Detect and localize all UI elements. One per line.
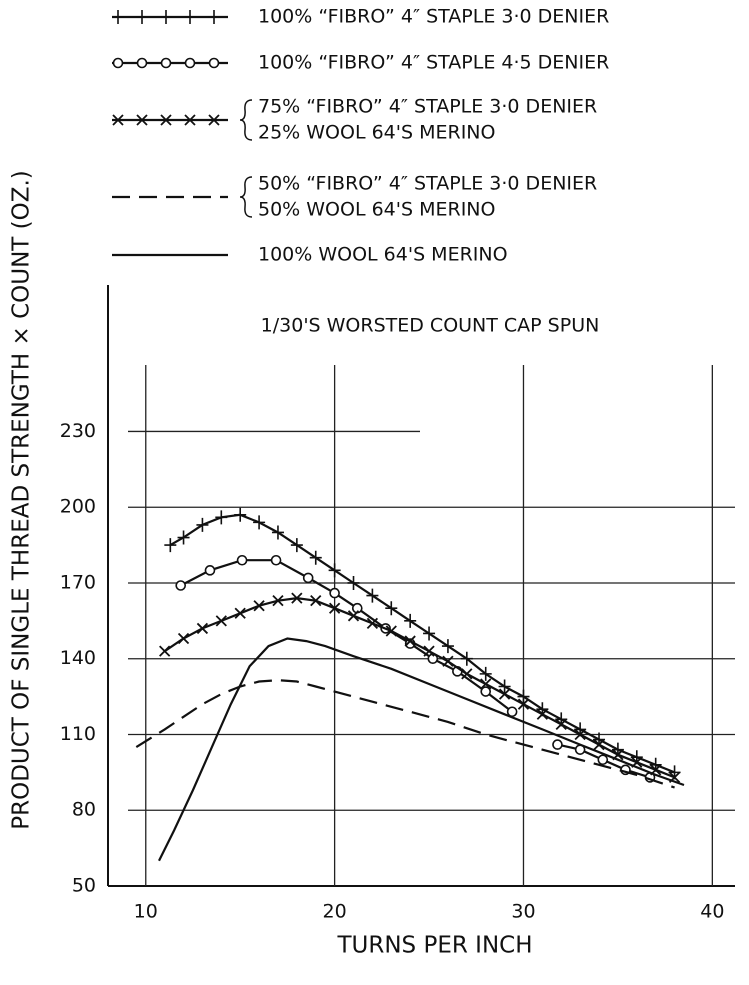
legend-marker xyxy=(208,10,220,24)
marker xyxy=(552,739,563,750)
legend-label: 50% WOOL 64'S MERINO xyxy=(258,199,495,221)
legend-label: 100% WOOL 64'S MERINO xyxy=(258,244,508,266)
legend-marker xyxy=(184,57,196,69)
legend-label: 100% “FIBRO” 4″ STAPLE 3·0 DENIER xyxy=(258,6,609,28)
legend-label: 100% “FIBRO” 4″ STAPLE 4·5 DENIER xyxy=(258,52,609,74)
marker xyxy=(196,517,209,532)
marker xyxy=(517,689,530,704)
y-tick-label: 80 xyxy=(72,799,96,821)
legend-brace xyxy=(239,176,253,218)
marker xyxy=(302,572,314,584)
marker xyxy=(234,507,247,522)
marker xyxy=(574,728,586,741)
legend-marker xyxy=(184,10,196,24)
y-tick-label: 170 xyxy=(60,571,96,593)
series-line xyxy=(135,679,675,789)
marker xyxy=(291,592,303,604)
legend-marker xyxy=(136,10,148,24)
legend-marker xyxy=(112,10,124,24)
marker xyxy=(328,602,341,614)
legend-marker xyxy=(208,57,220,69)
marker xyxy=(536,708,549,720)
marker xyxy=(442,655,454,667)
x-tick-label: 20 xyxy=(323,901,347,923)
marker xyxy=(253,515,266,530)
marker xyxy=(593,738,605,751)
marker xyxy=(175,580,187,591)
marker xyxy=(460,651,473,666)
marker xyxy=(329,587,340,599)
marker xyxy=(597,754,609,766)
marker xyxy=(177,530,190,545)
marker xyxy=(253,600,265,612)
marker xyxy=(498,679,511,694)
legend-brace xyxy=(239,99,253,141)
legend-label: 25% WOOL 64'S MERINO xyxy=(258,122,495,144)
legend-marker xyxy=(184,114,196,126)
marker xyxy=(215,615,227,627)
marker xyxy=(498,688,511,700)
marker xyxy=(366,588,379,603)
legend-marker xyxy=(136,57,148,69)
legend-marker xyxy=(112,57,124,69)
marker xyxy=(423,626,436,641)
legend-label: 50% “FIBRO” 4″ STAPLE 3·0 DENIER xyxy=(258,173,597,195)
y-tick-label: 140 xyxy=(60,647,96,669)
marker xyxy=(196,622,209,635)
marker xyxy=(366,617,379,630)
series-line xyxy=(158,637,685,862)
y-tick-label: 200 xyxy=(60,496,96,518)
marker xyxy=(234,607,246,619)
marker xyxy=(480,678,492,690)
marker xyxy=(517,698,530,710)
marker xyxy=(385,625,397,637)
series-line xyxy=(169,513,676,774)
chart-subtitle: 1/30'S WORSTED COUNT CAP SPUN xyxy=(261,315,600,337)
legend-marker xyxy=(112,114,124,126)
x-tick-label: 10 xyxy=(134,901,158,923)
marker xyxy=(441,639,454,654)
legend-marker xyxy=(160,114,172,126)
legend-label: 75% “FIBRO” 4″ STAPLE 3·0 DENIER xyxy=(258,96,597,118)
marker xyxy=(159,645,171,657)
marker xyxy=(309,550,322,565)
series-line xyxy=(164,596,676,779)
legend-marker xyxy=(160,10,172,24)
marker xyxy=(272,595,284,607)
marker xyxy=(480,686,492,697)
marker xyxy=(215,510,228,525)
y-tick-label: 50 xyxy=(72,875,96,897)
marker xyxy=(347,575,360,590)
marker xyxy=(270,554,282,566)
y-tick-label: 110 xyxy=(60,723,96,745)
marker xyxy=(404,635,416,647)
marker xyxy=(385,601,398,616)
marker xyxy=(290,538,303,553)
y-axis-label: PRODUCT OF SINGLE THREAD STRENGTH × COUN… xyxy=(9,170,35,830)
marker xyxy=(271,525,284,540)
marker xyxy=(461,668,473,680)
x-tick-label: 30 xyxy=(511,901,535,923)
marker xyxy=(328,563,341,578)
marker xyxy=(404,613,417,628)
marker xyxy=(347,610,360,622)
marker xyxy=(204,565,216,576)
x-axis-label: TURNS PER INCH xyxy=(336,933,532,959)
x-tick-label: 40 xyxy=(700,901,724,923)
legend-marker xyxy=(160,57,172,69)
marker xyxy=(310,595,322,607)
legend-marker xyxy=(208,114,220,126)
marker xyxy=(177,632,190,645)
marker xyxy=(423,645,435,657)
marker xyxy=(555,718,567,731)
legend-marker xyxy=(136,114,148,126)
marker xyxy=(164,538,177,553)
marker xyxy=(236,554,248,566)
y-tick-label: 230 xyxy=(60,420,96,442)
marker xyxy=(479,666,492,681)
